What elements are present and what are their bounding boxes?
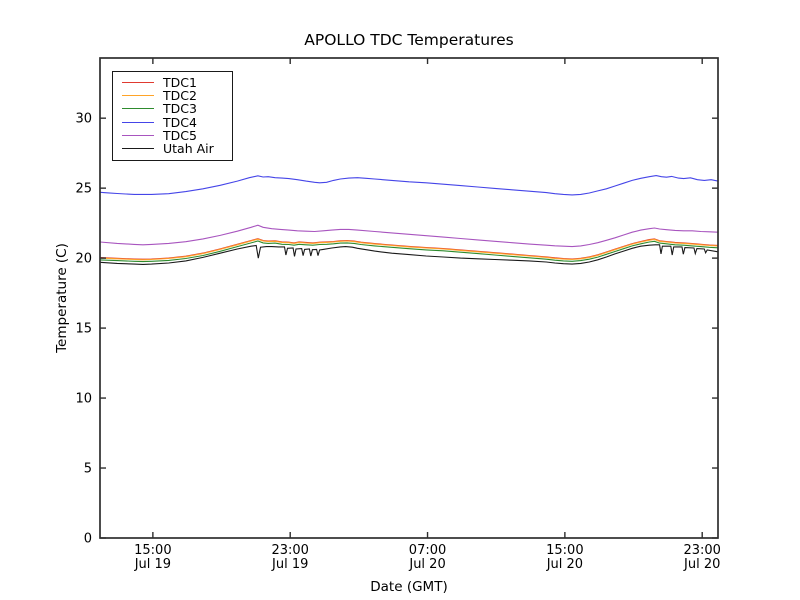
legend-label: Utah Air <box>163 141 214 157</box>
legend-item-tdc3: TDC3 <box>113 102 232 115</box>
legend-item-tdc1: TDC1 <box>113 76 232 89</box>
y-tick-label: 0 <box>84 532 92 547</box>
y-axis-label-text: Temperature (C) <box>54 243 70 353</box>
legend-line-swatch <box>122 108 154 110</box>
legend-line-swatch <box>122 121 154 123</box>
x-tick-time-label: 15:00 <box>546 543 583 558</box>
series-line-utah-air <box>99 244 719 265</box>
x-tick-date-label: Jul 20 <box>683 557 720 572</box>
legend-line-swatch <box>122 134 154 136</box>
y-tick-label: 30 <box>75 112 92 127</box>
legend-label: TDC3 <box>163 101 197 117</box>
y-tick-label: 5 <box>84 462 92 477</box>
y-tick-label: 15 <box>75 322 92 337</box>
plot-frame <box>99 57 719 539</box>
legend-label: TDC1 <box>163 75 197 91</box>
x-tick-time-label: 15:00 <box>134 543 171 558</box>
legend-label: TDC4 <box>163 114 197 130</box>
x-tick-date-label: Jul 19 <box>271 557 308 572</box>
series-line-tdc2 <box>99 238 719 261</box>
legend-item-utah-air: Utah Air <box>113 142 232 155</box>
legend-item-tdc4: TDC4 <box>113 116 232 129</box>
x-tick-date-label: Jul 20 <box>408 557 445 572</box>
x-tick-time-label: 07:00 <box>409 543 446 558</box>
x-tick-time-label: 23:00 <box>683 543 720 558</box>
series-line-tdc5 <box>99 224 719 248</box>
chart-title: APOLLO TDC Temperatures <box>304 31 514 49</box>
legend: TDC1 TDC2 TDC3 TDC4 TDC5 Utah Air <box>112 71 233 162</box>
x-axis-label: Date (GMT) <box>370 579 448 595</box>
x-tick-date-label: Jul 19 <box>134 557 171 572</box>
y-tick-label: 10 <box>75 392 92 407</box>
y-tick-label: 25 <box>75 182 92 197</box>
y-tick-label: 20 <box>75 252 92 267</box>
legend-line-swatch <box>122 95 154 97</box>
series-line-tdc4 <box>99 175 719 196</box>
legend-item-tdc5: TDC5 <box>113 129 232 142</box>
legend-label: TDC2 <box>163 88 197 104</box>
x-tick-time-label: 23:00 <box>271 543 308 558</box>
legend-item-tdc2: TDC2 <box>113 89 232 102</box>
legend-label: TDC5 <box>163 127 197 143</box>
legend-line-swatch <box>122 148 154 150</box>
series-line-tdc3 <box>99 240 719 263</box>
x-tick-date-label: Jul 20 <box>546 557 583 572</box>
legend-line-swatch <box>122 82 154 84</box>
